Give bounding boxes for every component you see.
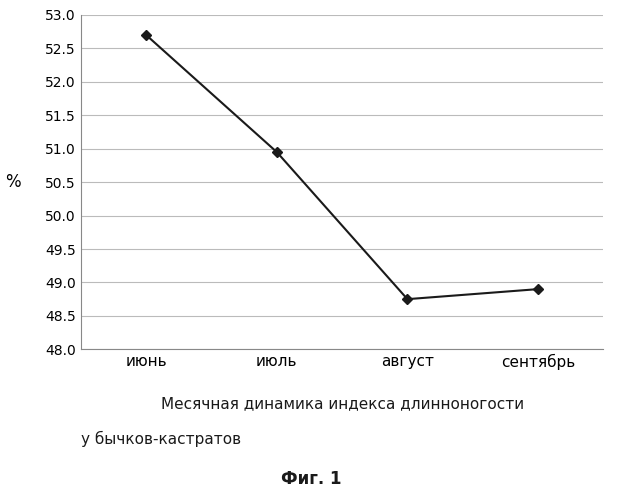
Text: %: % <box>5 173 21 191</box>
Text: Месячная динамика индекса длинноногости: Месячная динамика индекса длинноногости <box>160 397 524 412</box>
Text: у бычков-кастратов: у бычков-кастратов <box>81 431 241 447</box>
Text: Фиг. 1: Фиг. 1 <box>281 470 341 488</box>
